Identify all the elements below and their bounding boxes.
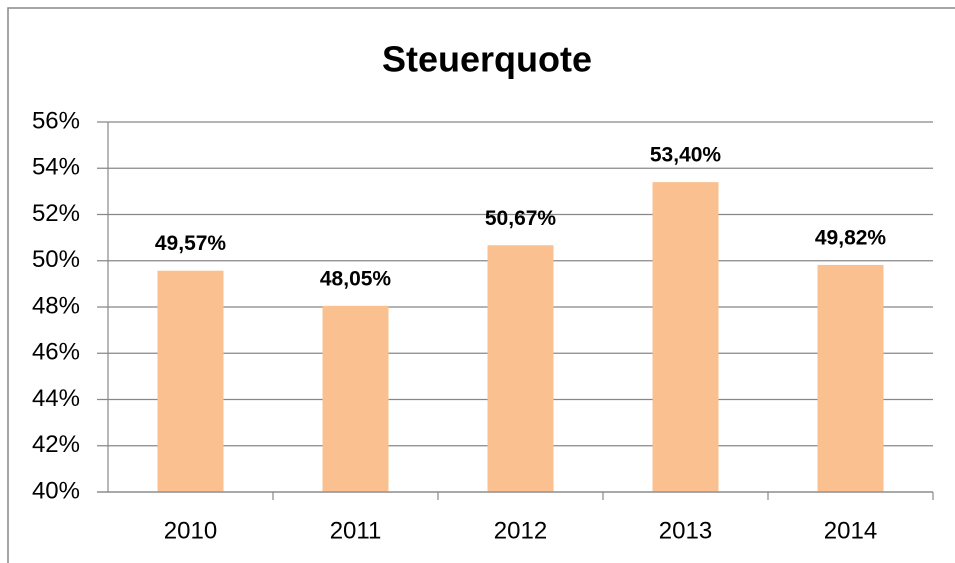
y-tick-label: 40%	[32, 477, 80, 504]
x-tick-label: 2013	[659, 517, 712, 544]
bar	[157, 270, 224, 492]
value-label: 53,40%	[650, 144, 722, 167]
y-tick-label: 50%	[32, 246, 80, 273]
y-tick-label: 46%	[32, 339, 80, 366]
bar	[652, 182, 719, 492]
y-tick-label: 52%	[32, 200, 80, 227]
bar	[487, 245, 554, 492]
chart-border	[7, 7, 955, 563]
bar	[322, 305, 389, 492]
chart-title: Steuerquote	[382, 39, 592, 80]
x-tick-label: 2012	[494, 517, 547, 544]
x-tick-label: 2010	[164, 517, 217, 544]
y-tick-label: 54%	[32, 154, 80, 181]
y-tick-label: 42%	[32, 431, 80, 458]
y-tick-label: 44%	[32, 385, 80, 412]
value-label: 49,82%	[815, 226, 887, 249]
y-tick-label: 56%	[32, 107, 80, 134]
bar	[817, 264, 884, 492]
value-label: 48,05%	[320, 267, 392, 290]
y-tick-label: 48%	[32, 292, 80, 319]
x-tick-label: 2014	[824, 517, 877, 544]
x-tick-label: 2011	[330, 517, 382, 544]
value-label: 49,57%	[155, 232, 227, 255]
value-label: 50,67%	[485, 207, 557, 230]
